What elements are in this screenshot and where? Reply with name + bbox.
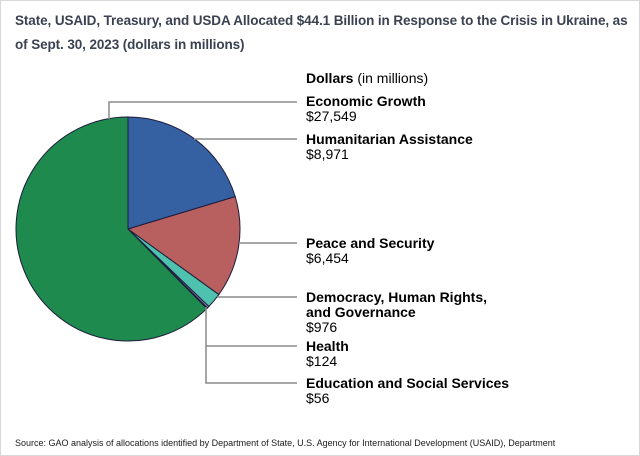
slice-name: Health [306, 338, 349, 354]
slice-name: Humanitarian Assistance [306, 131, 473, 147]
slice-value: $56 [306, 390, 330, 406]
pie-slice-peace-and-security [126, 195, 241, 296]
legend-title-bold: Dollars [306, 70, 354, 86]
slice-label-economic-growth: Economic Growth $27,549 [306, 94, 566, 124]
legend-title: Dollars (in millions) [306, 71, 566, 86]
slice-label-humanitarian-assistance: Humanitarian Assistance $8,971 [306, 132, 566, 162]
slice-label-peace-and-security: Peace and Security $6,454 [306, 236, 566, 266]
slice-name: Economic Growth [306, 93, 426, 109]
slice-name: Peace and Security [306, 235, 435, 251]
slice-label-democracy-human-rights-and-governance: Democracy, Human Rights, and Governance … [306, 290, 566, 335]
source-note: Source: GAO analysis of allocations iden… [15, 416, 595, 455]
slice-value: $976 [306, 319, 338, 335]
slice-name: Education and Social Services [306, 375, 510, 391]
legend-title-rest: (in millions) [353, 70, 429, 86]
leader-line-economic-growth [108, 101, 297, 119]
slice-value: $8,971 [306, 146, 349, 162]
slice-name: Democracy, Human Rights, and Governance [306, 289, 488, 320]
slice-value: $6,454 [306, 250, 349, 266]
slice-value: $124 [306, 353, 338, 369]
source-line-1: Source: GAO analysis of allocations iden… [15, 438, 556, 448]
slice-label-education-and-social-services: Education and Social Services $56 [306, 376, 566, 406]
slice-value: $27,549 [306, 108, 357, 124]
pie-slices [15, 116, 241, 342]
leader-line-education-and-social-services [205, 346, 297, 384]
pie-slice-economic-growth [15, 116, 208, 342]
chart-title: State, USAID, Treasury, and USDA Allocat… [15, 13, 628, 52]
slice-label-health: Health $124 [306, 339, 566, 369]
leader-line-health [205, 307, 297, 347]
